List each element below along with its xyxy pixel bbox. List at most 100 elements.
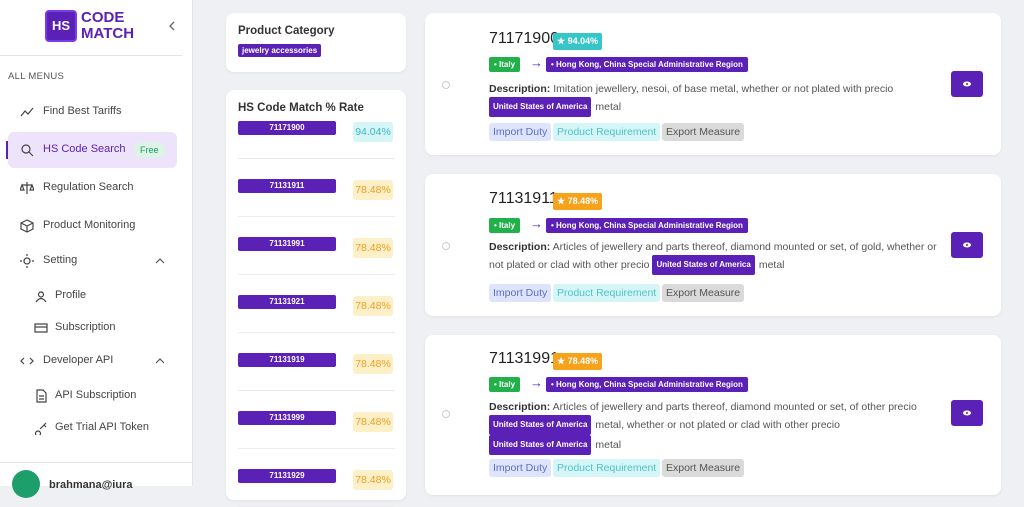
description-text: Imitation jewellery, nesoi, of base meta… [553,83,894,95]
submenu-icon [36,389,47,403]
hs-code-bar[interactable]: 71131999 [238,411,336,425]
menu-icon [20,254,34,268]
menu-icon [20,107,34,117]
hs-code-bar[interactable]: 71131911 [238,179,336,193]
hs-code: 71131911 [489,190,558,207]
expand-chevron[interactable] [155,357,165,365]
destination-badge: • Hong Kong, China Special Administrativ… [546,218,748,233]
logo-text: CODE MATCH [81,10,134,42]
measure-tag[interactable]: Import Duty [489,284,552,302]
menu-item[interactable]: Find Best Tariffs [43,105,122,117]
view-button[interactable] [951,400,983,426]
description-label: Description: [489,83,551,95]
menu-item[interactable]: HS Code Search [43,143,126,155]
expand-chevron[interactable] [155,257,165,265]
divider [0,462,193,463]
route-arrow: → [530,55,543,70]
user-name: brahmana@iura [49,479,133,491]
hs-code-bar[interactable]: 71171900 [238,121,336,135]
measure-tag[interactable]: Import Duty [489,459,552,477]
rate-text: 78.48% [567,196,599,206]
eye-icon [963,242,971,248]
description: Description: Imitation jewellery, nesoi,… [489,81,944,117]
measure-tag[interactable]: Export Measure [662,459,745,477]
select-radio[interactable] [442,410,450,418]
row-divider [238,274,395,275]
match-rate-badge: 94.04% [353,122,393,142]
pin: • [551,380,557,389]
submenu-item[interactable]: API Subscription [55,389,137,401]
origin-text: Italy [499,380,516,389]
rate-text: 94.04% [567,36,599,46]
destination-text: Hong Kong, China Special Administrative … [556,60,743,69]
page: HS CODE MATCH ALL MENUS brahmana@iura Fin… [0,0,1001,500]
description-label: Description: [489,401,551,413]
origin-text: Italy [499,221,516,230]
star: ★ [557,356,568,366]
view-button[interactable] [951,71,983,97]
card-title: HS Code Match % Rate [238,102,364,114]
origin-badge: • Italy [489,377,521,392]
match-rate-card: HS Code Match % Rate 71171900 94.04% 711319… [226,90,406,507]
view-button[interactable] [951,232,983,258]
country-badge: United States of America [489,97,592,117]
description-text: metal [758,259,785,271]
submenu-icon [35,291,47,303]
submenu-item[interactable]: Get Trial API Token [55,421,149,433]
description-text: Articles of jewellery and parts thereof,… [489,241,937,271]
hs-code-bar[interactable]: 71131921 [238,295,336,309]
menu-badge: Free [134,142,165,158]
rate-badge: ★ 94.04% [553,33,603,50]
hs-code-bar[interactable]: 71131919 [238,353,336,367]
description: Description: Articles of jewellery and p… [489,399,944,455]
menu-item[interactable]: Regulation Search [43,181,134,193]
measure-tag[interactable]: Product Requirement [553,284,661,302]
origin-badge: • Italy [489,57,521,72]
menu-item[interactable]: Setting [43,254,78,266]
description-label: Description: [489,241,551,253]
pin: • [494,60,500,69]
country-badge: United States of America [652,255,755,275]
logo-top: CODE [81,9,125,26]
category-tag: jewelry accessories [238,44,322,57]
menu-item[interactable]: Developer API [43,354,114,366]
hs-code-bar[interactable]: 71131929 [238,469,336,483]
measure-tag[interactable]: Export Measure [662,284,745,302]
rate-text: 78.48% [567,356,599,366]
submenu-item[interactable]: Subscription [55,321,116,333]
submenu-item[interactable]: Profile [55,289,87,301]
hs-code: 71171900 [489,30,559,47]
collapse-button[interactable] [167,20,177,32]
pin: • [494,221,500,230]
description-text: metal [595,439,622,451]
result-card: 71131911 ★ 78.48% • Italy → • Hong Kong, Chi… [425,174,1001,316]
match-rate-badge: 78.48% [353,412,393,432]
pin: • [551,221,557,230]
row-divider [238,448,395,449]
description-text: Articles of jewellery and parts thereof,… [552,401,917,413]
pin: • [494,380,500,389]
section-label: ALL MENUS [8,71,65,82]
match-rate-badge: 78.48% [353,180,393,200]
measure-tag[interactable]: Export Measure [662,123,745,141]
select-radio[interactable] [442,242,450,250]
match-rate-badge: 78.48% [353,238,393,258]
measure-tag[interactable]: Import Duty [489,123,552,141]
measure-tag[interactable]: Product Requirement [553,459,661,477]
select-radio[interactable] [442,81,450,89]
eye-icon [963,81,971,87]
hs-code-bar[interactable]: 71131991 [238,237,336,251]
route-arrow: → [530,375,543,390]
measure-tag[interactable]: Product Requirement [553,123,661,141]
result-card: 71131991 ★ 78.48% • Italy → • Hong Kong, Chi… [425,335,1001,495]
divider [0,55,182,56]
pin: • [551,60,557,69]
result-card: 71171900 ★ 94.04% • Italy → • Hong Kong, Chi… [425,13,1001,155]
rate-badge: ★ 78.48% [553,193,603,210]
menu-icon [20,219,34,233]
destination-text: Hong Kong, China Special Administrative … [556,380,743,389]
route-arrow: → [530,216,543,231]
menu-item[interactable]: Product Monitoring [43,219,136,231]
destination-badge: • Hong Kong, China Special Administrativ… [546,57,748,72]
origin-text: Italy [499,60,516,69]
